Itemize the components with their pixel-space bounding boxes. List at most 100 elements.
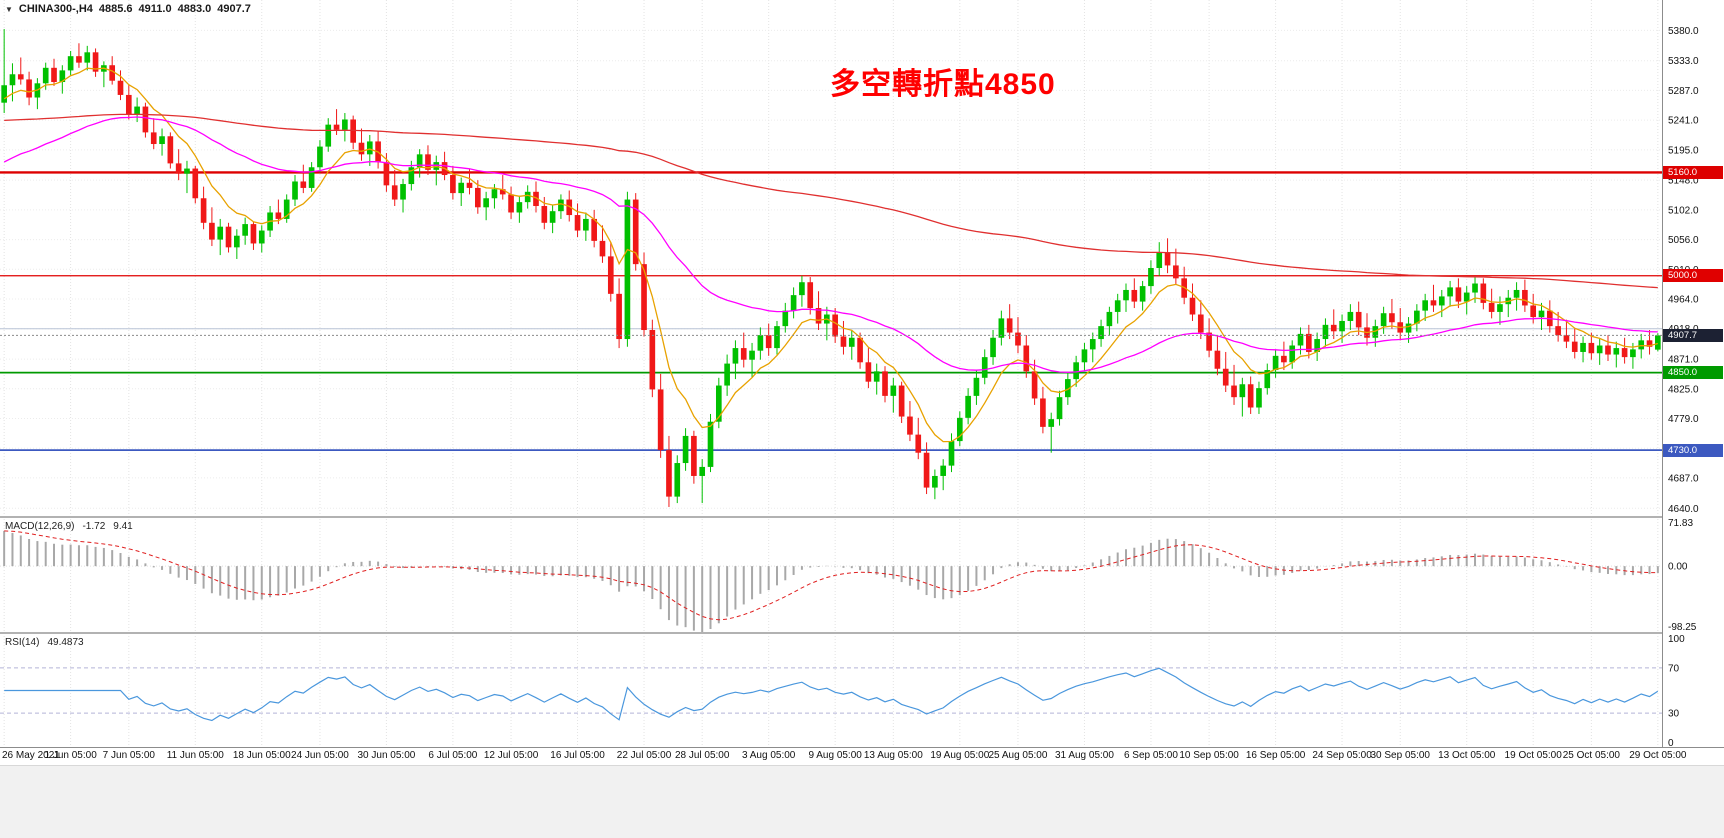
candle-body — [1114, 300, 1121, 312]
candle-body — [956, 417, 963, 442]
chart-dropdown-icon[interactable]: ▼ — [5, 4, 13, 14]
macd-value: -1.72 — [82, 521, 106, 532]
candle-body — [184, 168, 190, 174]
candle-body — [1580, 342, 1586, 352]
candle-body — [458, 182, 465, 194]
ohlc-low: 4883.0 — [177, 3, 212, 15]
candle-body — [1596, 345, 1603, 354]
price-axis-label: 5148.0 — [1668, 176, 1699, 187]
date-label: 7 Jun 05:00 — [103, 750, 156, 761]
price-axis-label: 4779.0 — [1668, 414, 1699, 425]
candle-body — [466, 182, 473, 188]
candle-body — [533, 191, 539, 207]
chart-canvas[interactable]: 5380.0 5333.0 5287.0 5241.0 5195.0 5148.0 5102… — [0, 0, 1724, 765]
candle-body — [1638, 340, 1645, 350]
ohlc-close: 4907.7 — [217, 3, 251, 15]
candle-body — [317, 146, 323, 168]
candle-body — [932, 475, 938, 488]
candle-body — [1131, 289, 1138, 302]
rsi-axis-label: 70 — [1668, 663, 1680, 674]
candle-body — [84, 52, 91, 63]
candle-body — [740, 348, 747, 360]
candle-body — [1073, 362, 1079, 380]
candle-body — [1056, 397, 1063, 420]
candle-body — [1472, 283, 1478, 293]
candle-body — [558, 199, 564, 212]
candle-body — [749, 350, 755, 360]
pane-separator-macd[interactable] — [0, 516, 1724, 518]
candle-body — [832, 314, 838, 337]
candle-body — [732, 348, 739, 364]
date-label: 25 Aug 05:00 — [988, 750, 1047, 761]
candle-body — [225, 226, 232, 248]
candle-body — [624, 199, 631, 340]
candle-body — [666, 450, 672, 497]
candle-body — [1081, 349, 1088, 363]
date-label: 26 May 2021 — [2, 750, 60, 761]
candle-body — [217, 226, 224, 240]
price-axis-label: 4687.0 — [1668, 473, 1699, 484]
candle-body — [1538, 310, 1545, 318]
candle-body — [275, 212, 282, 219]
candle-body — [450, 175, 456, 194]
candle-body — [1015, 332, 1021, 346]
candle-body — [799, 282, 805, 296]
candle-body — [1106, 311, 1113, 327]
candle-body — [1289, 345, 1296, 363]
ohlc-open: 4885.6 — [98, 3, 133, 15]
candle-body — [915, 434, 922, 453]
price-line-badge-5000: 5000.0 — [1663, 269, 1723, 283]
candle-body — [940, 465, 947, 476]
candle-body — [981, 357, 988, 378]
candle-body — [1297, 333, 1304, 346]
candle-body — [499, 189, 506, 195]
candle-body — [1214, 350, 1221, 369]
candle-body — [1098, 326, 1104, 340]
candle-body — [973, 377, 980, 396]
candle-body — [200, 198, 207, 223]
candle-body — [1588, 342, 1595, 354]
candle-body — [1239, 384, 1246, 398]
candle-body — [234, 235, 240, 248]
candle-body — [508, 194, 514, 213]
candle-body — [1571, 341, 1578, 352]
candle-body — [757, 335, 764, 351]
candle-body — [591, 218, 597, 241]
date-label: 30 Sep 05:00 — [1370, 750, 1430, 761]
candle-body — [1414, 310, 1420, 324]
candle-body — [1380, 313, 1387, 327]
price-axis-label: 4825.0 — [1668, 384, 1699, 395]
macd-axis-label: 0.00 — [1668, 562, 1688, 573]
candle-body — [1497, 304, 1503, 312]
candle-body — [873, 371, 880, 382]
candle-body — [159, 136, 165, 145]
date-label: 19 Oct 05:00 — [1505, 750, 1563, 761]
candle-body — [1314, 339, 1320, 352]
macd-pane — [0, 530, 1662, 632]
candle-body — [1613, 348, 1620, 355]
date-label: 30 Jun 05:00 — [358, 750, 416, 761]
chart-symbol-period: CHINA300-,H4 — [18, 3, 93, 15]
candle-body — [1222, 368, 1229, 386]
candle-body — [1405, 323, 1412, 333]
candle-body — [583, 218, 589, 231]
candle-body — [1438, 296, 1445, 306]
candle-body — [882, 371, 888, 396]
date-label: 13 Oct 05:00 — [1438, 750, 1496, 761]
candle-body — [1040, 398, 1046, 427]
candle-body — [250, 224, 257, 244]
candle-body — [1488, 302, 1495, 312]
candle-body — [1305, 333, 1312, 352]
candle-body — [632, 199, 639, 265]
candle-body — [782, 310, 789, 327]
candle-body — [549, 211, 556, 223]
candle-body — [1164, 252, 1171, 266]
candle-body — [1031, 371, 1038, 399]
candle-body — [1522, 289, 1528, 306]
pane-separator-rsi[interactable] — [0, 632, 1724, 634]
candle-body — [1231, 385, 1237, 398]
candle-body — [333, 124, 340, 130]
candle-body — [1272, 355, 1279, 371]
ma-slow-red — [4, 113, 1658, 289]
